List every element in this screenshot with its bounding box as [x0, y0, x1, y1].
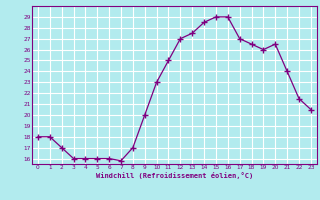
- X-axis label: Windchill (Refroidissement éolien,°C): Windchill (Refroidissement éolien,°C): [96, 172, 253, 179]
